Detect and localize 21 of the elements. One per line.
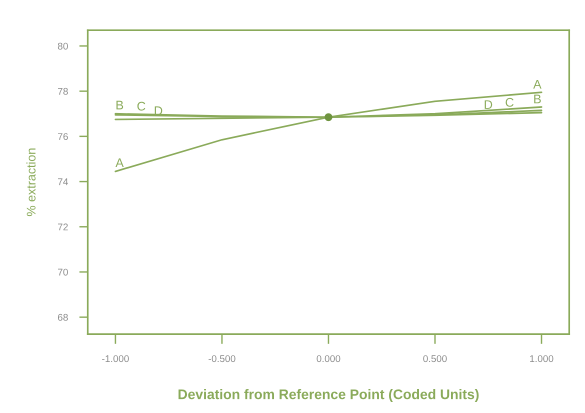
text: A xyxy=(533,80,542,89)
series-label: C xyxy=(137,102,146,111)
text: B xyxy=(116,100,124,110)
x-tick-label: 0.500 xyxy=(423,355,447,362)
y-tick-label: 72 xyxy=(58,224,68,230)
x-tick-label: 1.000 xyxy=(530,355,554,362)
y-tick-label: 70 xyxy=(58,268,68,276)
y-tick-label: 74 xyxy=(58,178,68,186)
text: D xyxy=(484,100,492,109)
text: C xyxy=(506,98,514,107)
y-tick-label: 76 xyxy=(58,133,68,140)
x-tick-label: 0.000 xyxy=(316,355,340,362)
y-tick-label: 78 xyxy=(58,88,68,95)
y-tick-label: 80 xyxy=(58,42,68,50)
x-tick-label: -0.500 xyxy=(208,355,236,362)
series-label: B xyxy=(534,94,541,104)
x-axis-title: Deviation from Reference Point (Coded Units) xyxy=(178,389,479,402)
y-axis-title: % extraction xyxy=(26,148,36,216)
series-label: A xyxy=(115,158,124,167)
x-tick-label: -1.000 xyxy=(102,355,129,362)
y-tick-label: 68 xyxy=(58,314,68,321)
